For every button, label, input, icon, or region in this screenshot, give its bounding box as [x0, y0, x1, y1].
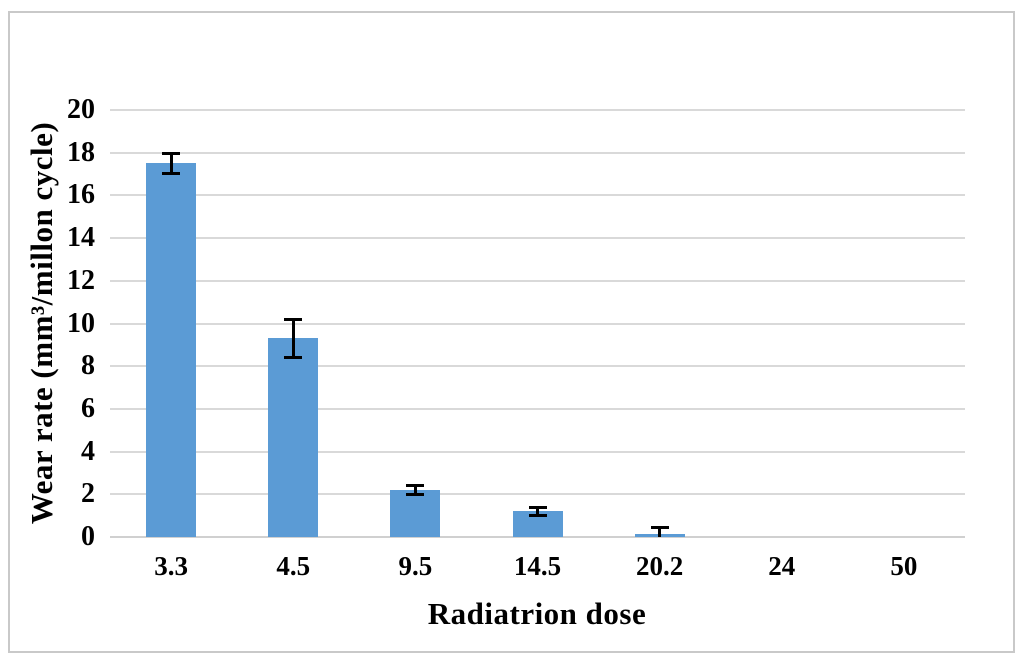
error-bar-bottom-cap: [284, 355, 303, 359]
y-tick-label: 8: [81, 350, 95, 382]
error-bar-line: [536, 507, 539, 516]
error-bar-top-cap: [650, 526, 669, 530]
gridline: [110, 109, 965, 111]
gridline: [110, 151, 965, 154]
y-tick-label: 0: [81, 521, 95, 552]
y-tick-label: 14: [67, 222, 95, 254]
gridline: [110, 322, 965, 325]
x-tick-label: 50: [890, 551, 918, 581]
y-tick-label: 16: [67, 179, 95, 211]
plot-area: [110, 109, 965, 538]
x-tick-label: 9.5: [398, 551, 433, 581]
x-tick-label: 24: [768, 551, 796, 581]
x-tick-label: 14.5: [513, 551, 562, 581]
error-bar-line: [658, 527, 662, 537]
error-bar-line: [169, 152, 173, 175]
x-tick-label: 3.3: [154, 551, 188, 581]
bar: [268, 338, 319, 537]
error-bar-top-cap: [528, 506, 547, 510]
y-tick-label: 2: [81, 478, 95, 510]
gridline: [110, 493, 965, 496]
x-tick-label: 4.5: [276, 551, 311, 581]
bar: [390, 490, 441, 537]
gridline: [110, 365, 965, 368]
baseline-gridline: [110, 536, 965, 538]
y-tick-label: 18: [67, 136, 95, 168]
y-tick-label: 20: [67, 94, 95, 125]
gridline: [110, 407, 965, 410]
y-tick-label: 4: [81, 435, 95, 467]
x-axis-title: Radiatrion dose: [427, 596, 647, 631]
error-bar-bottom-cap: [528, 513, 547, 517]
error-bar-top-cap: [284, 318, 303, 322]
error-bar-bottom-cap: [162, 172, 181, 176]
gridline: [110, 279, 965, 282]
bar: [146, 163, 197, 537]
y-tick-label: 10: [67, 307, 95, 339]
x-tick-label: 20.2: [636, 551, 684, 581]
error-bar-line: [413, 484, 417, 496]
error-bar-top-cap: [406, 483, 425, 487]
y-tick-label: 12: [67, 264, 95, 296]
gridline: [110, 194, 965, 197]
gridline: [110, 450, 965, 453]
gridline: [110, 237, 965, 240]
error-bar-top-cap: [162, 151, 181, 155]
y-tick-label: 6: [81, 392, 95, 424]
error-bar-line: [291, 319, 295, 358]
error-bar-bottom-cap: [406, 493, 425, 497]
